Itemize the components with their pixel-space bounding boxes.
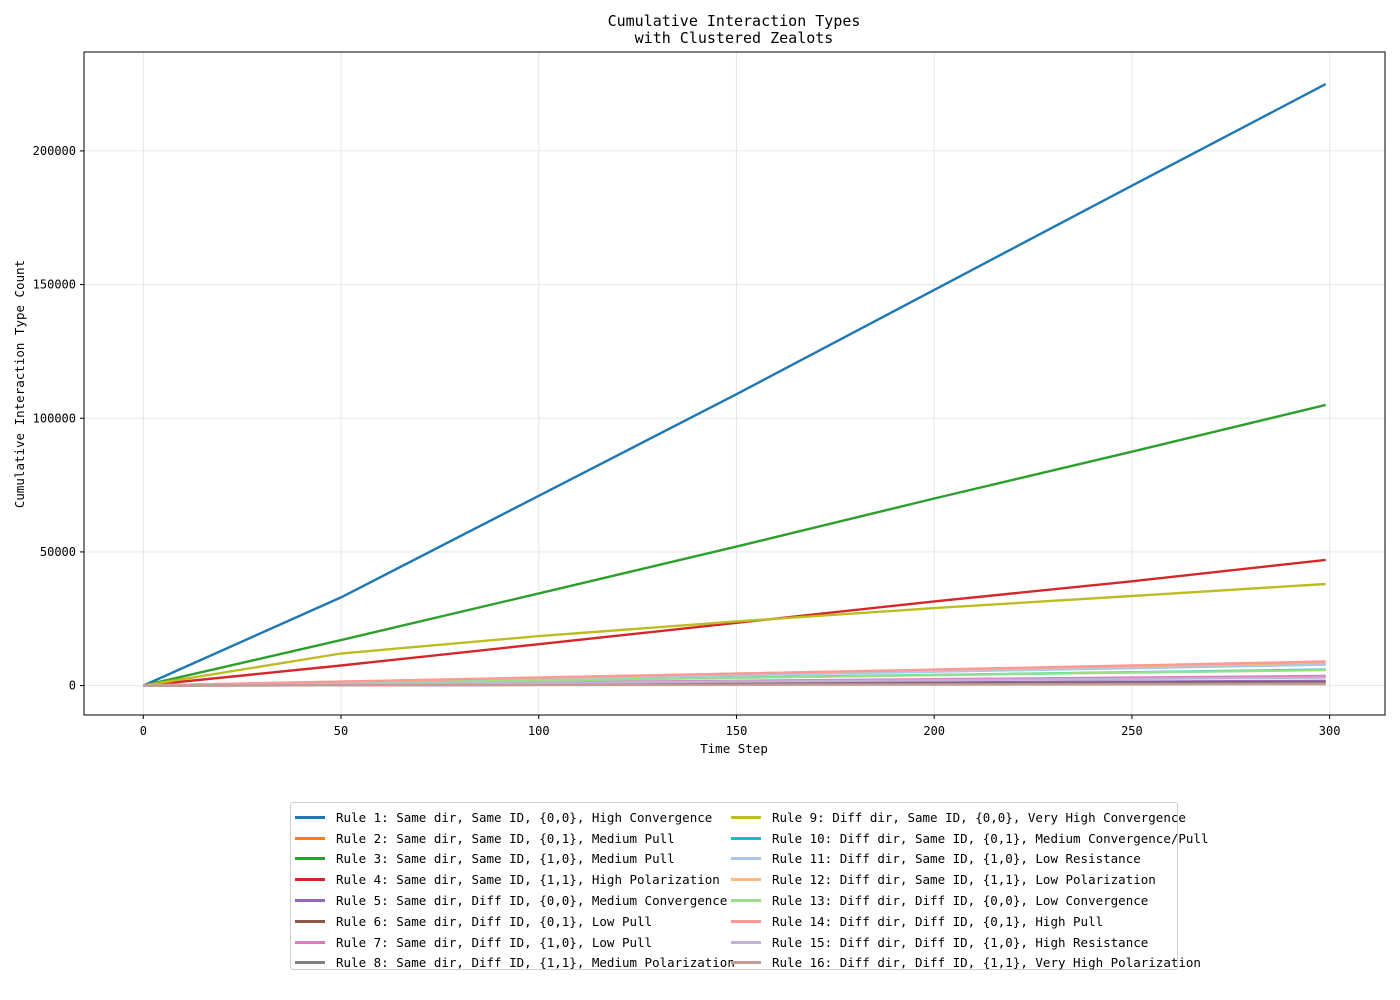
legend-label: Rule 1: Same dir, Same ID, {0,0}, High C… (336, 809, 713, 825)
x-tick-label: 250 (1121, 724, 1143, 738)
legend-swatch (295, 919, 325, 923)
legend-item-rule-2: Rule 2: Same dir, Same ID, {0,1}, Medium… (295, 828, 735, 849)
y-axis-label: Cumulative Interaction Type Count (12, 260, 27, 508)
legend-swatch (731, 836, 761, 840)
legend-item-rule-15: Rule 15: Diff dir, Diff ID, {1,0}, High … (731, 932, 1209, 953)
legend-item-rule-1: Rule 1: Same dir, Same ID, {0,0}, High C… (295, 807, 735, 828)
axis-ticks: 0 50 100 150 200 250 300 0 50000 100000 150000 2000… (33, 144, 1341, 738)
legend-item-rule-7: Rule 7: Same dir, Diff ID, {1,0}, Low Pu… (295, 932, 735, 953)
legend: Rule 1: Same dir, Same ID, {0,0}, High C… (290, 802, 1209, 973)
legend-swatch (295, 836, 325, 840)
legend-swatch (731, 919, 761, 923)
y-tick-label: 0 (69, 679, 76, 693)
legend-label: Rule 3: Same dir, Same ID, {1,0}, Medium… (336, 851, 675, 867)
plot-area (83, 51, 1386, 716)
series-line-rule-3 (143, 403, 1326, 687)
series-line-rule-14 (143, 660, 1326, 687)
legend-swatch (731, 878, 761, 882)
series-lines (142, 83, 1327, 687)
legend-label: Rule 16: Diff dir, Diff ID, {1,1}, Very … (772, 955, 1201, 971)
legend-label: Rule 7: Same dir, Diff ID, {1,0}, Low Pu… (336, 934, 653, 950)
legend-label: Rule 9: Diff dir, Same ID, {0,0}, Very H… (772, 809, 1186, 825)
legend-item-rule-9: Rule 9: Diff dir, Same ID, {0,0}, Very H… (731, 807, 1209, 828)
legend-label: Rule 8: Same dir, Diff ID, {1,1}, Medium… (336, 955, 735, 971)
legend-swatch (731, 961, 761, 965)
x-tick-label: 300 (1319, 724, 1341, 738)
legend-item-rule-12: Rule 12: Diff dir, Same ID, {1,1}, Low P… (731, 869, 1209, 890)
chart-title-line1: Cumulative Interaction Types (608, 12, 861, 30)
legend-label: Rule 10: Diff dir, Same ID, {0,1}, Mediu… (772, 830, 1209, 846)
legend-label: Rule 4: Same dir, Same ID, {1,1}, High P… (336, 872, 720, 888)
x-tick-label: 200 (923, 724, 945, 738)
legend-item-rule-6: Rule 6: Same dir, Diff ID, {0,1}, Low Pu… (295, 911, 735, 932)
legend-item-rule-4: Rule 4: Same dir, Same ID, {1,1}, High P… (295, 869, 735, 890)
legend-item-rule-3: Rule 3: Same dir, Same ID, {1,0}, Medium… (295, 849, 735, 870)
legend-swatch (731, 857, 761, 861)
series-line-rule-16 (143, 682, 1326, 687)
legend-swatch (295, 857, 325, 861)
legend-swatch (295, 961, 325, 965)
chart-title-line2: with Clustered Zealots (635, 29, 834, 47)
grid-lines (84, 52, 1385, 715)
legend-label: Rule 6: Same dir, Diff ID, {0,1}, Low Pu… (336, 913, 653, 929)
legend-column-left: Rule 1: Same dir, Same ID, {0,0}, High C… (295, 807, 735, 973)
x-tick-label: 50 (334, 724, 348, 738)
y-tick-label: 50000 (40, 545, 76, 559)
legend-label: Rule 2: Same dir, Same ID, {0,1}, Medium… (336, 830, 675, 846)
legend-label: Rule 5: Same dir, Diff ID, {0,0}, Medium… (336, 893, 728, 909)
legend-swatch (731, 899, 761, 903)
legend-swatch (731, 940, 761, 944)
legend-item-rule-13: Rule 13: Diff dir, Diff ID, {0,0}, Low C… (731, 890, 1209, 911)
y-tick-label: 150000 (33, 278, 76, 292)
legend-column-right: Rule 9: Diff dir, Same ID, {0,0}, Very H… (731, 807, 1209, 973)
legend-label: Rule 14: Diff dir, Diff ID, {0,1}, High … (772, 913, 1104, 929)
legend-swatch (295, 815, 325, 819)
legend-item-rule-5: Rule 5: Same dir, Diff ID, {0,0}, Medium… (295, 890, 735, 911)
series-line-rule-9 (143, 582, 1326, 687)
legend-item-rule-16: Rule 16: Diff dir, Diff ID, {1,1}, Very … (731, 953, 1209, 974)
legend-item-rule-14: Rule 14: Diff dir, Diff ID, {0,1}, High … (731, 911, 1209, 932)
x-tick-label: 150 (726, 724, 748, 738)
legend-item-rule-8: Rule 8: Same dir, Diff ID, {1,1}, Medium… (295, 953, 735, 974)
x-tick-label: 100 (528, 724, 550, 738)
x-tick-label: 0 (140, 724, 147, 738)
legend-label: Rule 11: Diff dir, Same ID, {1,0}, Low R… (772, 851, 1141, 867)
y-tick-label: 200000 (33, 144, 76, 158)
y-tick-label: 100000 (33, 411, 76, 425)
legend-swatch (295, 940, 325, 944)
series-line-rule-1 (142, 83, 1327, 687)
legend-label: Rule 12: Diff dir, Same ID, {1,1}, Low P… (772, 872, 1156, 888)
legend-label: Rule 13: Diff dir, Diff ID, {0,0}, Low C… (772, 893, 1149, 909)
series-line-rule-4 (143, 558, 1326, 687)
legend-swatch (731, 815, 761, 819)
legend-item-rule-10: Rule 10: Diff dir, Same ID, {0,1}, Mediu… (731, 828, 1209, 849)
legend-swatch (295, 899, 325, 903)
x-axis-label: Time Step (700, 741, 768, 756)
legend-label: Rule 15: Diff dir, Diff ID, {1,0}, High … (772, 934, 1149, 950)
legend-item-rule-11: Rule 11: Diff dir, Same ID, {1,0}, Low R… (731, 849, 1209, 870)
legend-swatch (295, 878, 325, 882)
